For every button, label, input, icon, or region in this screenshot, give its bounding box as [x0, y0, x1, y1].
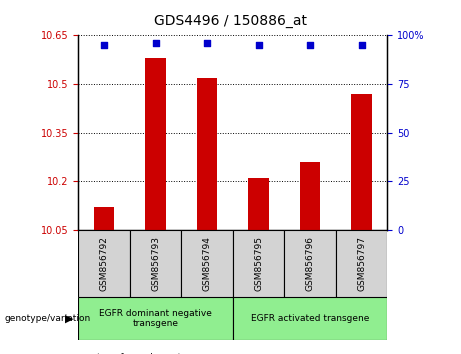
- Bar: [94, 207, 114, 230]
- Text: EGFR dominant negative
transgene: EGFR dominant negative transgene: [99, 309, 212, 328]
- Bar: [351, 94, 372, 230]
- Point: [306, 42, 313, 48]
- Bar: [336, 230, 387, 297]
- Text: genotype/variation: genotype/variation: [5, 314, 91, 323]
- Bar: [197, 78, 218, 230]
- Bar: [300, 162, 320, 230]
- Text: GSM856795: GSM856795: [254, 236, 263, 291]
- Bar: [181, 230, 233, 297]
- Text: GSM856792: GSM856792: [100, 236, 109, 291]
- Bar: [284, 230, 336, 297]
- Point: [152, 40, 160, 46]
- Point: [358, 42, 365, 48]
- Bar: [78, 230, 130, 297]
- Bar: [233, 297, 387, 340]
- Text: ▶: ▶: [65, 314, 74, 324]
- Bar: [233, 230, 284, 297]
- Text: GSM856793: GSM856793: [151, 236, 160, 291]
- Text: ■: ■: [78, 353, 88, 354]
- Bar: [248, 178, 269, 230]
- Text: GDS4496 / 150886_at: GDS4496 / 150886_at: [154, 14, 307, 28]
- Point: [255, 42, 262, 48]
- Point: [100, 42, 108, 48]
- Text: GSM856797: GSM856797: [357, 236, 366, 291]
- Text: GSM856796: GSM856796: [306, 236, 314, 291]
- Point: [203, 40, 211, 46]
- Bar: [130, 230, 181, 297]
- Bar: [78, 297, 233, 340]
- Bar: [145, 58, 166, 230]
- Text: EGFR activated transgene: EGFR activated transgene: [251, 314, 369, 323]
- Text: GSM856794: GSM856794: [202, 236, 212, 291]
- Text: transformed count: transformed count: [97, 353, 181, 354]
